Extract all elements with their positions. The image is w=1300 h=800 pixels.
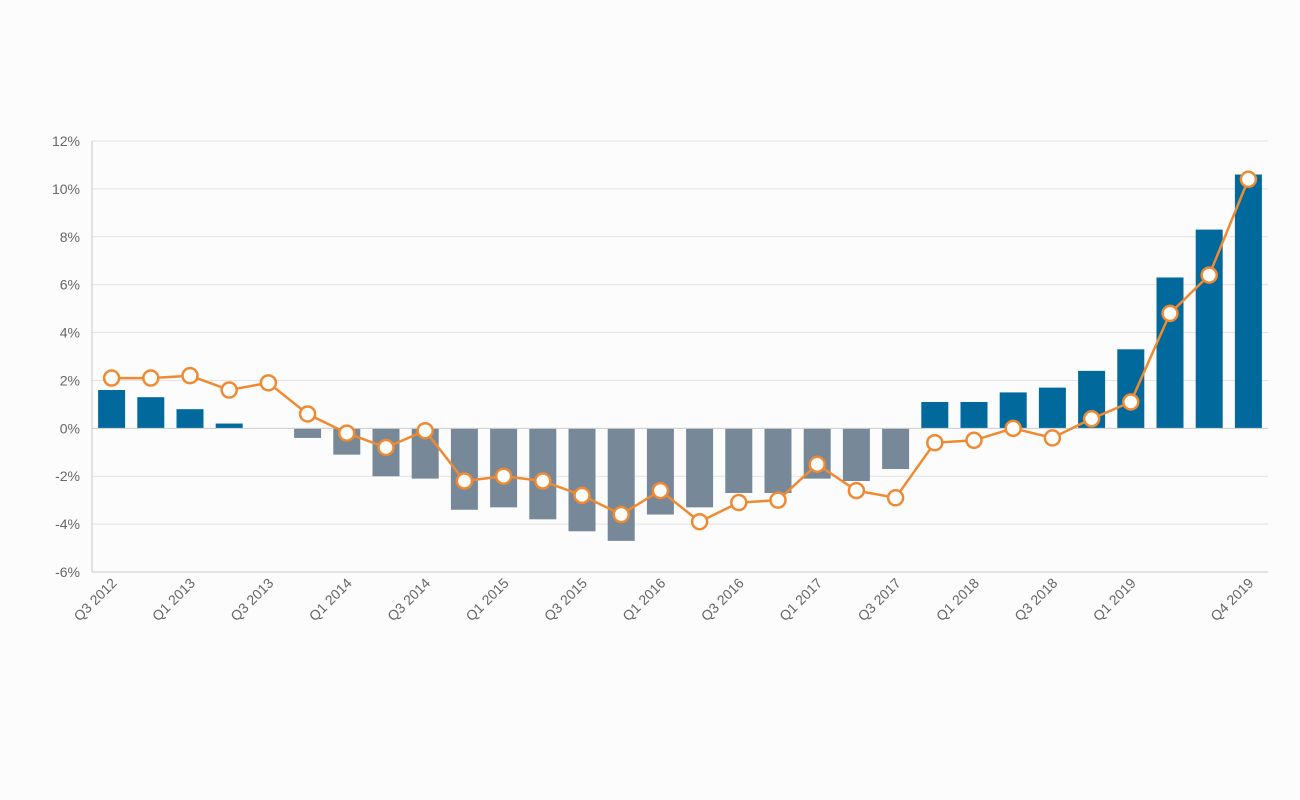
line-point xyxy=(651,481,670,500)
x-axis-labels: Q3 2012 Q1 2013 Q3 2013 Q1 2014 Q3 2014 Q1 20… xyxy=(70,575,1256,624)
bar xyxy=(215,423,243,429)
x-tick-label: Q3 2014 xyxy=(384,575,433,624)
bar xyxy=(1234,174,1262,429)
line-point xyxy=(102,369,121,387)
line-point xyxy=(534,472,552,490)
y-tick-label: -6% xyxy=(55,564,80,580)
x-tick-label: Q1 2013 xyxy=(149,575,198,624)
line-point xyxy=(142,369,160,387)
bar xyxy=(294,428,322,438)
line-point xyxy=(886,489,905,507)
line-point xyxy=(338,424,356,442)
line-point xyxy=(690,512,709,531)
x-tick-label: Q3 2015 xyxy=(541,575,590,624)
line-point xyxy=(1161,304,1179,323)
bar xyxy=(1156,277,1184,429)
line-point xyxy=(1122,393,1140,411)
x-tick-label: Q4 2019 xyxy=(1207,575,1256,624)
bar xyxy=(842,428,870,482)
bar xyxy=(1195,229,1223,429)
x-tick-label: Q1 2018 xyxy=(933,575,982,624)
y-tick-label: -2% xyxy=(55,468,80,484)
bar xyxy=(1038,387,1066,429)
line-point xyxy=(377,438,395,457)
x-tick-label: Q1 2019 xyxy=(1090,575,1139,624)
bar xyxy=(646,428,674,515)
x-tick-label: Q3 2016 xyxy=(698,575,747,624)
bar xyxy=(137,397,165,429)
line-point xyxy=(1239,170,1258,189)
bar xyxy=(921,401,949,429)
x-tick-label: Q3 2017 xyxy=(854,575,903,624)
line-point xyxy=(847,481,866,500)
x-tick-label: Q3 2012 xyxy=(70,575,119,624)
bar xyxy=(882,428,910,470)
y-tick-label: 8% xyxy=(60,229,80,245)
line-point xyxy=(965,431,983,450)
line-point xyxy=(1043,429,1062,447)
line-point xyxy=(1082,410,1101,428)
bar xyxy=(568,428,596,532)
y-tick-label: 6% xyxy=(60,277,80,293)
bar xyxy=(607,428,635,541)
line-point xyxy=(730,493,748,512)
bar xyxy=(98,390,126,429)
y-tick-label: 4% xyxy=(60,325,80,341)
y-tick-label: 12% xyxy=(52,133,80,149)
bar xyxy=(764,428,792,493)
y-tick-label: 10% xyxy=(52,181,80,197)
y-tick-label: -4% xyxy=(55,516,80,532)
line-point xyxy=(181,366,199,385)
x-tick-label: Q1 2014 xyxy=(306,575,355,624)
y-tick-label: 2% xyxy=(60,372,80,388)
bar xyxy=(176,409,204,429)
line-point xyxy=(926,433,944,452)
line-point xyxy=(573,486,591,505)
line-series xyxy=(102,170,1258,531)
x-tick-label: Q1 2017 xyxy=(776,575,825,624)
y-tick-label: 0% xyxy=(60,420,80,436)
y-axis-labels: 12% 10% 8% 6% 4% 2% 0% -2% -4% -6% xyxy=(52,133,80,580)
line-point xyxy=(220,381,238,399)
line-path xyxy=(111,178,1250,523)
bar xyxy=(1117,349,1145,429)
bar xyxy=(686,428,714,508)
x-tick-label: Q3 2018 xyxy=(1011,575,1060,624)
line-point xyxy=(494,467,513,485)
x-tick-label: Q3 2013 xyxy=(227,575,276,624)
line-point xyxy=(298,405,317,423)
line-point xyxy=(808,455,826,473)
line-point xyxy=(1004,419,1022,438)
line-point xyxy=(769,491,787,509)
bar-series xyxy=(98,174,1262,541)
line-point xyxy=(259,374,278,392)
line-point xyxy=(416,421,434,440)
line-point xyxy=(455,472,474,490)
bar xyxy=(725,428,753,493)
x-tick-label: Q1 2015 xyxy=(462,575,511,624)
line-point xyxy=(612,505,630,524)
x-tick-label: Q1 2016 xyxy=(619,575,668,624)
line-point xyxy=(1200,266,1218,284)
bar xyxy=(960,401,988,429)
